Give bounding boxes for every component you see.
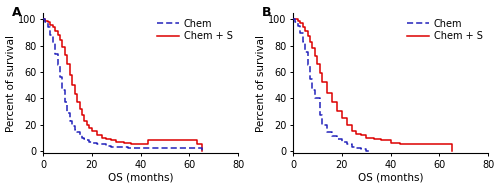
Y-axis label: Percent of survival: Percent of survival <box>256 35 266 132</box>
Legend: Chem, Chem + S: Chem, Chem + S <box>156 18 234 42</box>
Y-axis label: Percent of survival: Percent of survival <box>6 35 16 132</box>
Text: A: A <box>12 6 22 19</box>
X-axis label: OS (months): OS (months) <box>358 172 424 182</box>
X-axis label: OS (months): OS (months) <box>108 172 174 182</box>
Text: B: B <box>262 6 271 19</box>
Legend: Chem, Chem + S: Chem, Chem + S <box>406 18 484 42</box>
